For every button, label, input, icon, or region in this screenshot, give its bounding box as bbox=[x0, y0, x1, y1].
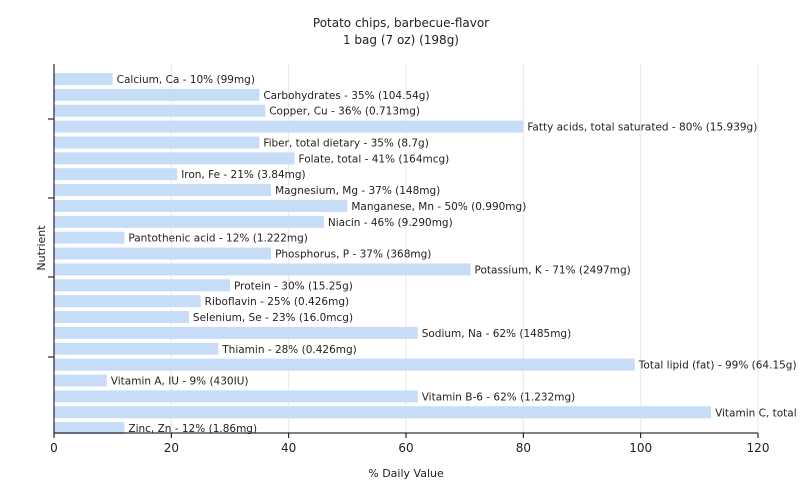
x-tick-label: 80 bbox=[516, 441, 531, 455]
bar-label: Vitamin A, IU - 9% (430IU) bbox=[111, 376, 249, 388]
bar bbox=[54, 406, 712, 419]
bar-label: Carbohydrates - 35% (104.54g) bbox=[263, 90, 429, 102]
bar bbox=[54, 263, 471, 276]
bar-label: Folate, total - 41% (164mcg) bbox=[299, 153, 450, 165]
bar-label: Total lipid (fat) - 99% (64.15g) bbox=[638, 360, 797, 372]
bar bbox=[54, 279, 230, 292]
bar-label: Vitamin C, total ascorbic acid - 112% (6… bbox=[715, 407, 800, 419]
chart-title: Potato chips, barbecue-flavor bbox=[313, 16, 489, 30]
chart-subtitle: 1 bag (7 oz) (198g) bbox=[343, 33, 459, 47]
bar-label: Phosphorus, P - 37% (368mg) bbox=[275, 249, 431, 261]
bar bbox=[54, 311, 189, 324]
bar bbox=[54, 295, 201, 308]
bar bbox=[54, 120, 524, 133]
x-tick-label: 60 bbox=[398, 441, 413, 455]
bar-label: Potassium, K - 71% (2497mg) bbox=[475, 264, 631, 276]
bar bbox=[54, 326, 418, 339]
bar-label: Calcium, Ca - 10% (99mg) bbox=[117, 74, 255, 86]
bar bbox=[54, 374, 107, 387]
bar bbox=[54, 136, 260, 149]
x-tick-label: 40 bbox=[281, 441, 296, 455]
bar-label: Manganese, Mn - 50% (0.990mg) bbox=[351, 201, 526, 213]
bar bbox=[54, 215, 324, 228]
bar-label: Riboflavin - 25% (0.426mg) bbox=[205, 296, 349, 308]
x-tick-label: 0 bbox=[50, 441, 58, 455]
y-axis-label: Nutrient bbox=[35, 225, 48, 271]
bar-label: Zinc, Zn - 12% (1.86mg) bbox=[128, 423, 257, 435]
bar-label: Fiber, total dietary - 35% (8.7g) bbox=[263, 137, 428, 149]
bar bbox=[54, 231, 125, 244]
bar-label: Sodium, Na - 62% (1485mg) bbox=[422, 328, 571, 340]
bar bbox=[54, 358, 635, 371]
bar-label: Fatty acids, total saturated - 80% (15.9… bbox=[527, 122, 757, 134]
bar-label: Protein - 30% (15.25g) bbox=[234, 280, 353, 292]
bar-label: Vitamin B-6 - 62% (1.232mg) bbox=[422, 391, 576, 403]
axes: 0 20 40 60 80 100 120 bbox=[48, 64, 769, 455]
bar bbox=[54, 247, 272, 260]
x-tick-label: 120 bbox=[747, 441, 770, 455]
bar-label: Pantothenic acid - 12% (1.222mg) bbox=[128, 233, 307, 245]
bar bbox=[54, 168, 178, 181]
bar bbox=[54, 422, 125, 435]
x-axis-label: % Daily Value bbox=[368, 467, 444, 480]
x-tick-label: 100 bbox=[629, 441, 652, 455]
bar bbox=[54, 184, 272, 197]
bar bbox=[54, 73, 113, 85]
bar bbox=[54, 199, 348, 212]
bar-label: Niacin - 46% (9.290mg) bbox=[328, 217, 453, 229]
bar-label: Iron, Fe - 21% (3.84mg) bbox=[181, 169, 305, 181]
bar bbox=[54, 88, 260, 101]
bar bbox=[54, 104, 266, 117]
bar-label: Copper, Cu - 36% (0.713mg) bbox=[269, 106, 420, 118]
bar-label: Magnesium, Mg - 37% (148mg) bbox=[275, 185, 440, 197]
x-tick-label: 20 bbox=[164, 441, 179, 455]
bar-label: Thiamin - 28% (0.426mg) bbox=[221, 344, 357, 356]
bar bbox=[54, 152, 295, 165]
bar bbox=[54, 342, 219, 355]
bars: Calcium, Ca - 10% (99mg) Carbohydrates - … bbox=[54, 73, 800, 435]
bar-label: Selenium, Se - 23% (16.0mcg) bbox=[193, 312, 353, 324]
bar bbox=[54, 390, 418, 403]
